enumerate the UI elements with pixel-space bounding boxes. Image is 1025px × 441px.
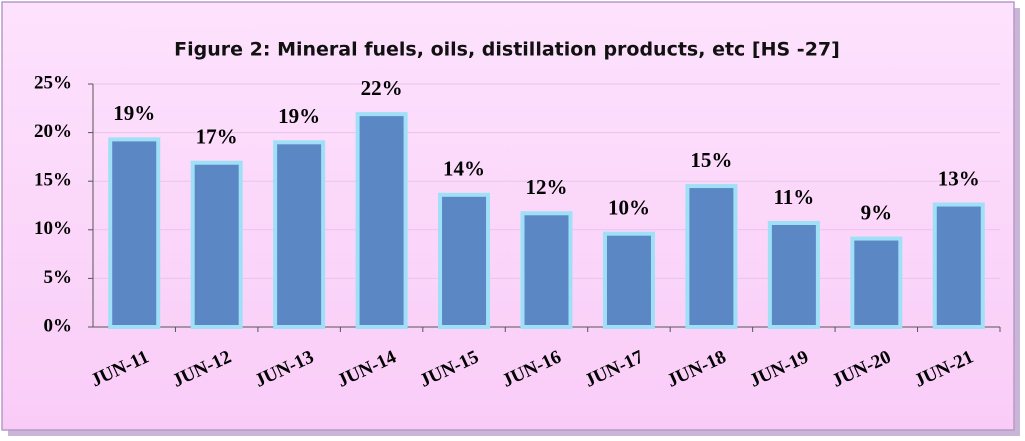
data-label: 15% <box>690 148 732 172</box>
data-label: 10% <box>608 196 650 220</box>
data-label: 12% <box>526 175 568 199</box>
y-tick-label: 20% <box>34 121 72 142</box>
chart-title: Figure 2: Mineral fuels, oils, distillat… <box>174 39 840 61</box>
bar <box>438 192 491 329</box>
bar <box>355 112 408 329</box>
bar <box>767 220 820 329</box>
data-label: 11% <box>773 185 814 209</box>
y-tick-label: 5% <box>44 267 73 288</box>
data-label: 14% <box>443 157 485 181</box>
bar <box>190 160 243 329</box>
bar <box>850 236 903 330</box>
data-label: 17% <box>196 125 238 149</box>
y-tick-label: 25% <box>34 72 72 93</box>
y-tick-label: 10% <box>34 218 72 239</box>
y-tick-label: 0% <box>44 315 73 336</box>
bar <box>685 184 738 329</box>
panel <box>1 1 1015 431</box>
data-label: 22% <box>361 76 403 100</box>
bar <box>108 137 161 329</box>
data-label: 19% <box>278 104 320 128</box>
y-tick-label: 15% <box>34 170 72 191</box>
bar <box>602 231 655 329</box>
bar <box>932 202 985 329</box>
data-label: 9% <box>861 200 893 224</box>
data-label: 19% <box>113 101 155 125</box>
bar <box>520 211 573 329</box>
data-label: 13% <box>938 166 980 190</box>
bar <box>273 140 326 329</box>
